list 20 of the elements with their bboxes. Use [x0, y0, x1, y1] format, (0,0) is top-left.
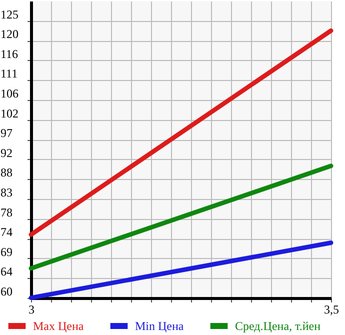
y-tick-label: 125: [0, 7, 18, 22]
y-tick-label: 92: [0, 146, 12, 160]
y-tick-label: 111: [0, 66, 18, 81]
x-tick-label: 3: [28, 302, 34, 316]
y-tick-label: 69: [0, 244, 12, 259]
y-tick-label: 97: [0, 126, 12, 140]
y-tick-label: 116: [0, 46, 18, 61]
legend-label: Max Цена: [33, 319, 84, 333]
legend-label: Min Цена: [135, 319, 184, 333]
y-tick-label: 88: [0, 166, 12, 180]
x-tick-label: 3,5: [324, 302, 339, 316]
y-tick-label: 120: [0, 27, 18, 42]
y-tick-label: 106: [0, 86, 18, 100]
y-tick-label: 78: [0, 205, 12, 220]
y-tick-label: 74: [0, 225, 12, 240]
legend-label: Сред.Цена, т.йен: [235, 319, 322, 333]
y-tick-label: 64: [0, 264, 12, 279]
y-tick-label: 102: [0, 106, 18, 120]
y-tick-label: 60: [0, 284, 12, 298]
y-tick-label: 83: [0, 186, 12, 200]
